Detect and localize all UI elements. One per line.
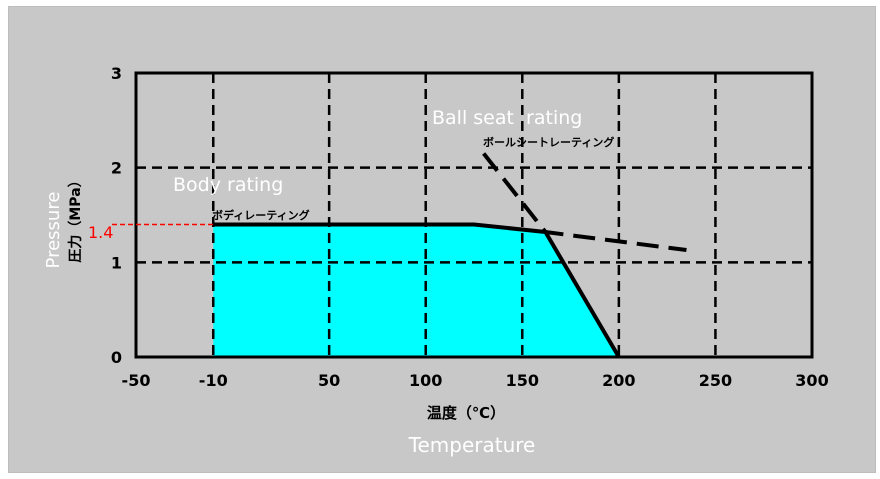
y-tick-label: 2 (111, 159, 122, 178)
y-tick-labels: 0 1 2 3 (111, 64, 122, 367)
y-tick-label: 0 (111, 348, 122, 367)
y-axis-label-jp: 圧力（MPa） (67, 173, 84, 262)
ball-seat-label-en: Ball seat rating (432, 107, 582, 129)
y-tick-label: 3 (111, 64, 122, 83)
body-rating-line (213, 222, 621, 359)
x-tick-label: 50 (318, 371, 340, 390)
y-axis-label-en: Pressure (43, 192, 64, 269)
body-label-en: Body rating (173, 174, 283, 196)
x-tick-label: 100 (409, 371, 442, 390)
y-tick-label: 1 (111, 253, 122, 272)
x-tick-label: -10 (199, 371, 228, 390)
ball-seat-rating-line (482, 152, 687, 253)
body-rating-area (213, 224, 619, 357)
x-tick-label: 150 (506, 371, 539, 390)
x-tick-label: 300 (795, 371, 828, 390)
x-axis-label-en: Temperature (408, 433, 536, 457)
x-tick-label: -50 (122, 371, 151, 390)
x-tick-labels: -50 -10 50 100 150 200 250 300 (122, 371, 829, 390)
ball-seat-label-jp: ボールシートレーティング (483, 135, 614, 149)
grid (136, 73, 812, 357)
marker-label: 1.4 (88, 223, 113, 242)
x-tick-label: 250 (699, 371, 732, 390)
plot-border (134, 71, 814, 359)
x-tick-label: 200 (602, 371, 635, 390)
body-label-jp: ボディレーティング (212, 208, 310, 222)
x-axis-label-jp: 温度（℃） (427, 404, 505, 422)
